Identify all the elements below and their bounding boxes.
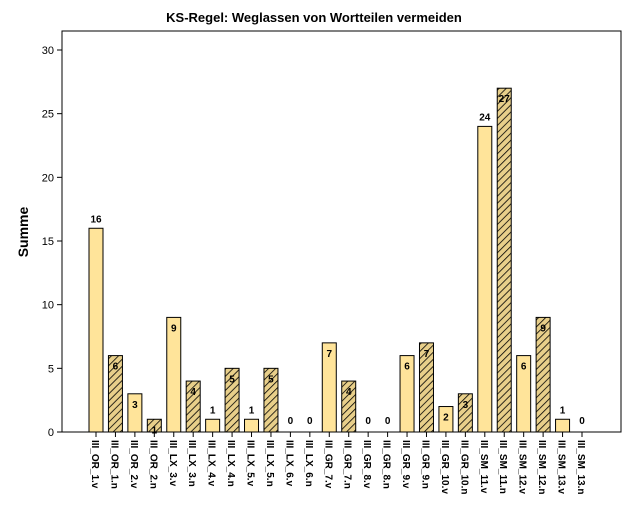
bar xyxy=(88,227,104,433)
y-tick-label: 20 xyxy=(42,172,54,184)
x-tick-label: III_SM_12.n xyxy=(536,440,547,494)
bar-value-label: 3 xyxy=(132,400,138,411)
bar-value-label: 6 xyxy=(404,362,410,373)
bar-value-label: 0 xyxy=(579,416,585,427)
y-axis: 0 5 10 15 20 25 30 xyxy=(42,45,62,439)
x-tick-label: III_OR_2.v xyxy=(128,440,139,489)
x-tick-label: III_SM_12.v xyxy=(517,440,528,494)
bar-value-label: 1 xyxy=(210,405,216,416)
x-tick-label: III_LX_5.v xyxy=(245,440,256,487)
bar-value-label: 5 xyxy=(268,374,274,385)
bar-value-label: 7 xyxy=(326,349,332,360)
y-axis-label: Summe xyxy=(15,207,31,258)
x-tick-label: III_LX_4.v xyxy=(206,440,217,487)
bar-value-label: 4 xyxy=(346,387,352,398)
bar xyxy=(477,125,493,433)
bar-value-label: 1 xyxy=(249,405,255,416)
bar-value-label: 2 xyxy=(443,413,449,424)
bar-value-label: 6 xyxy=(521,362,527,373)
bar-value-label: 4 xyxy=(190,387,196,398)
bars-group: 16 6 3 1 9 4 1 5 1 5 0 0 7 4 0 0 6 7 2 3 24 27 6 9 1 0 xyxy=(88,87,585,436)
y-tick-label: 5 xyxy=(48,363,54,375)
y-tick-label: 25 xyxy=(42,109,54,121)
x-tick-label: III_GR_10.n xyxy=(458,440,469,494)
bar xyxy=(555,418,571,433)
bar-value-label: 24 xyxy=(479,112,491,123)
bar-value-label: 0 xyxy=(365,416,371,427)
chart-title: KS-Regel: Weglassen von Wortteilen verme… xyxy=(166,10,462,25)
bar-value-label: 1 xyxy=(560,405,566,416)
bar-value-label: 16 xyxy=(90,214,102,225)
x-tick-label: III_OR_2.n xyxy=(147,440,158,489)
bar-value-label: 1 xyxy=(152,425,158,436)
y-tick-label: 10 xyxy=(42,300,54,312)
bar-value-label: 9 xyxy=(540,323,546,334)
x-tick-label: III_LX_6.v xyxy=(283,440,294,487)
x-tick-label: III_LX_4.n xyxy=(225,440,236,487)
x-tick-label: III_SM_11.v xyxy=(478,440,489,494)
y-tick-label: 30 xyxy=(42,45,54,57)
bar xyxy=(496,87,512,433)
x-tick-label: III_OR_1.v xyxy=(89,440,100,489)
bar-value-label: 27 xyxy=(499,94,511,105)
x-tick-label: III_LX_5.n xyxy=(264,440,275,487)
x-tick-label: III_GR_8.v xyxy=(361,440,372,489)
bar-value-label: 5 xyxy=(229,374,235,385)
x-tick-label: III_SM_11.n xyxy=(497,440,508,494)
x-tick-label: III_GR_10.v xyxy=(439,440,450,494)
x-tick-label: III_SM_13.n xyxy=(575,440,586,494)
x-tick-label: III_SM_13.v xyxy=(556,440,567,494)
bar-value-label: 6 xyxy=(113,362,119,373)
x-tick-label: III_OR_1.n xyxy=(108,440,119,489)
x-axis: III_OR_1.v III_OR_1.n III_OR_2.v III_OR_2.n… xyxy=(89,432,586,494)
x-tick-label: III_GR_9.v xyxy=(400,440,411,489)
bar xyxy=(535,316,551,433)
bar-value-label: 0 xyxy=(385,416,391,427)
bar-value-label: 7 xyxy=(424,349,430,360)
bar xyxy=(244,418,260,433)
x-tick-label: III_GR_8.n xyxy=(381,440,392,489)
y-tick-label: 15 xyxy=(42,236,54,248)
bar xyxy=(205,418,221,433)
x-tick-label: III_GR_7.n xyxy=(342,440,353,489)
bar xyxy=(166,316,182,433)
y-tick-label: 0 xyxy=(48,427,54,439)
bar-value-label: 0 xyxy=(288,416,294,427)
bar-value-label: 0 xyxy=(307,416,313,427)
x-tick-label: III_LX_6.n xyxy=(303,440,314,487)
bar-value-label: 3 xyxy=(463,400,469,411)
x-tick-label: III_GR_7.v xyxy=(322,440,333,489)
bar-value-label: 9 xyxy=(171,323,177,334)
x-tick-label: III_LX_3.v xyxy=(167,440,178,487)
x-tick-label: III_GR_9.n xyxy=(419,440,430,489)
x-tick-label: III_LX_3.n xyxy=(186,440,197,487)
